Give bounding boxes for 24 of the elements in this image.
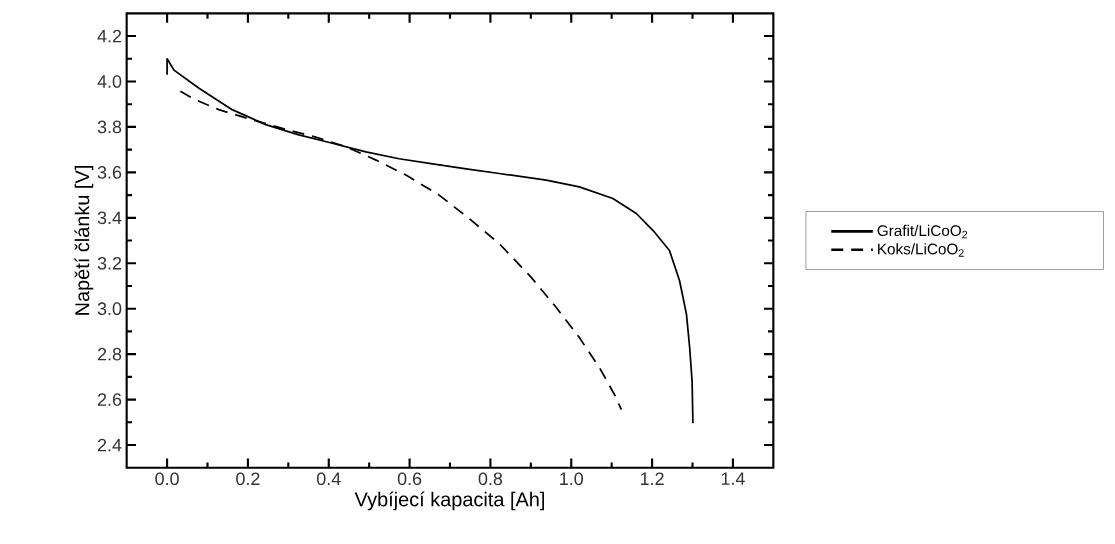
x-tick-label: 1.4	[721, 472, 745, 485]
x-tick-label: 1.2	[641, 472, 664, 485]
y-tick-label: 4.0	[97, 75, 122, 88]
x-tick-label: 0.6	[397, 472, 422, 486]
line-series	[166, 57, 694, 425]
x-tick-label: 0.2	[236, 472, 260, 486]
y-tick-label: 2.4	[97, 438, 122, 452]
x-tick-label: 0.0	[155, 472, 179, 486]
y-tick-label: 2.8	[97, 347, 122, 361]
y-tick-label: 3.2	[97, 256, 122, 270]
y-tick-label: 3.8	[97, 120, 122, 134]
line-series	[179, 90, 623, 411]
legend-label: Koks/LiCoO$_{2}$	[878, 243, 964, 257]
x-axis-title: Vybíjecí kapacita [Ah]	[354, 491, 544, 511]
y-axis-title: Napětí článku [V]	[74, 166, 94, 315]
y-tick-label: 4.2	[97, 29, 122, 43]
x-tick-label: 0.4	[317, 472, 341, 486]
y-tick-label: 3.0	[97, 302, 122, 316]
legend-label: Grafit/LiCoO$_{2}$	[877, 224, 968, 239]
y-tick-label: 3.4	[97, 211, 122, 225]
x-tick-label: 1.0	[560, 472, 584, 486]
y-tick-label: 2.6	[97, 393, 122, 406]
x-tick-label: 0.8	[478, 472, 503, 486]
y-tick-label: 3.6	[97, 166, 122, 179]
